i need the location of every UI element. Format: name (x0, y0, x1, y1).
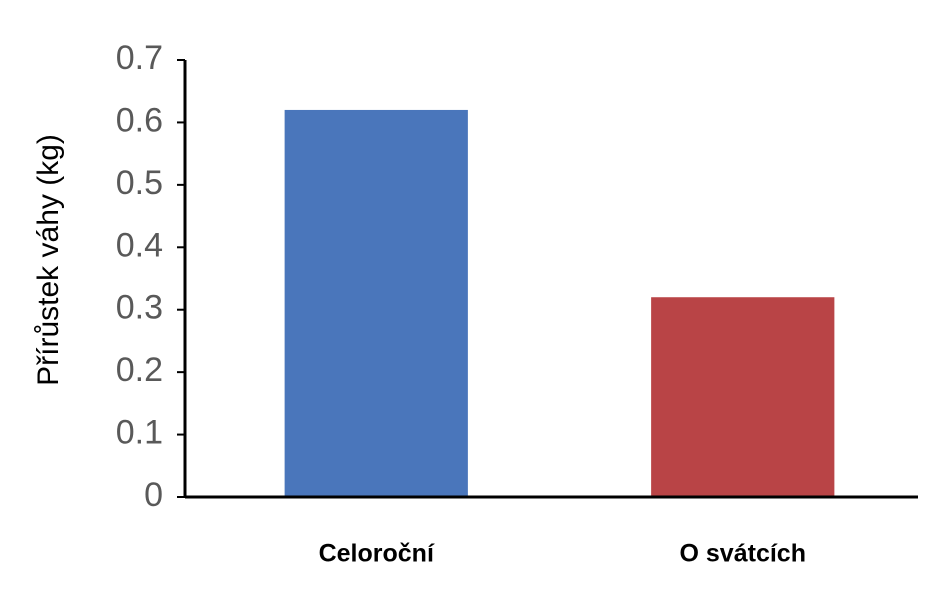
y-tick-label: 0.2 (116, 351, 163, 389)
y-tick-label: 0.6 (116, 101, 163, 139)
x-tick-label: Celoroční (319, 540, 435, 568)
x-tick-label: O svátcích (680, 540, 806, 568)
y-tick-label: 0.5 (116, 164, 163, 202)
bar (651, 297, 835, 497)
y-tick-label: 0.4 (116, 226, 163, 264)
y-tick-label: 0.7 (116, 39, 163, 77)
y-tick-label: 0.3 (116, 289, 163, 327)
y-tick-label: 0.1 (116, 414, 163, 452)
y-axis-label: Přírůstek váhy (kg) (32, 134, 65, 386)
y-tick-label: 0 (144, 476, 163, 514)
bar (284, 109, 468, 497)
